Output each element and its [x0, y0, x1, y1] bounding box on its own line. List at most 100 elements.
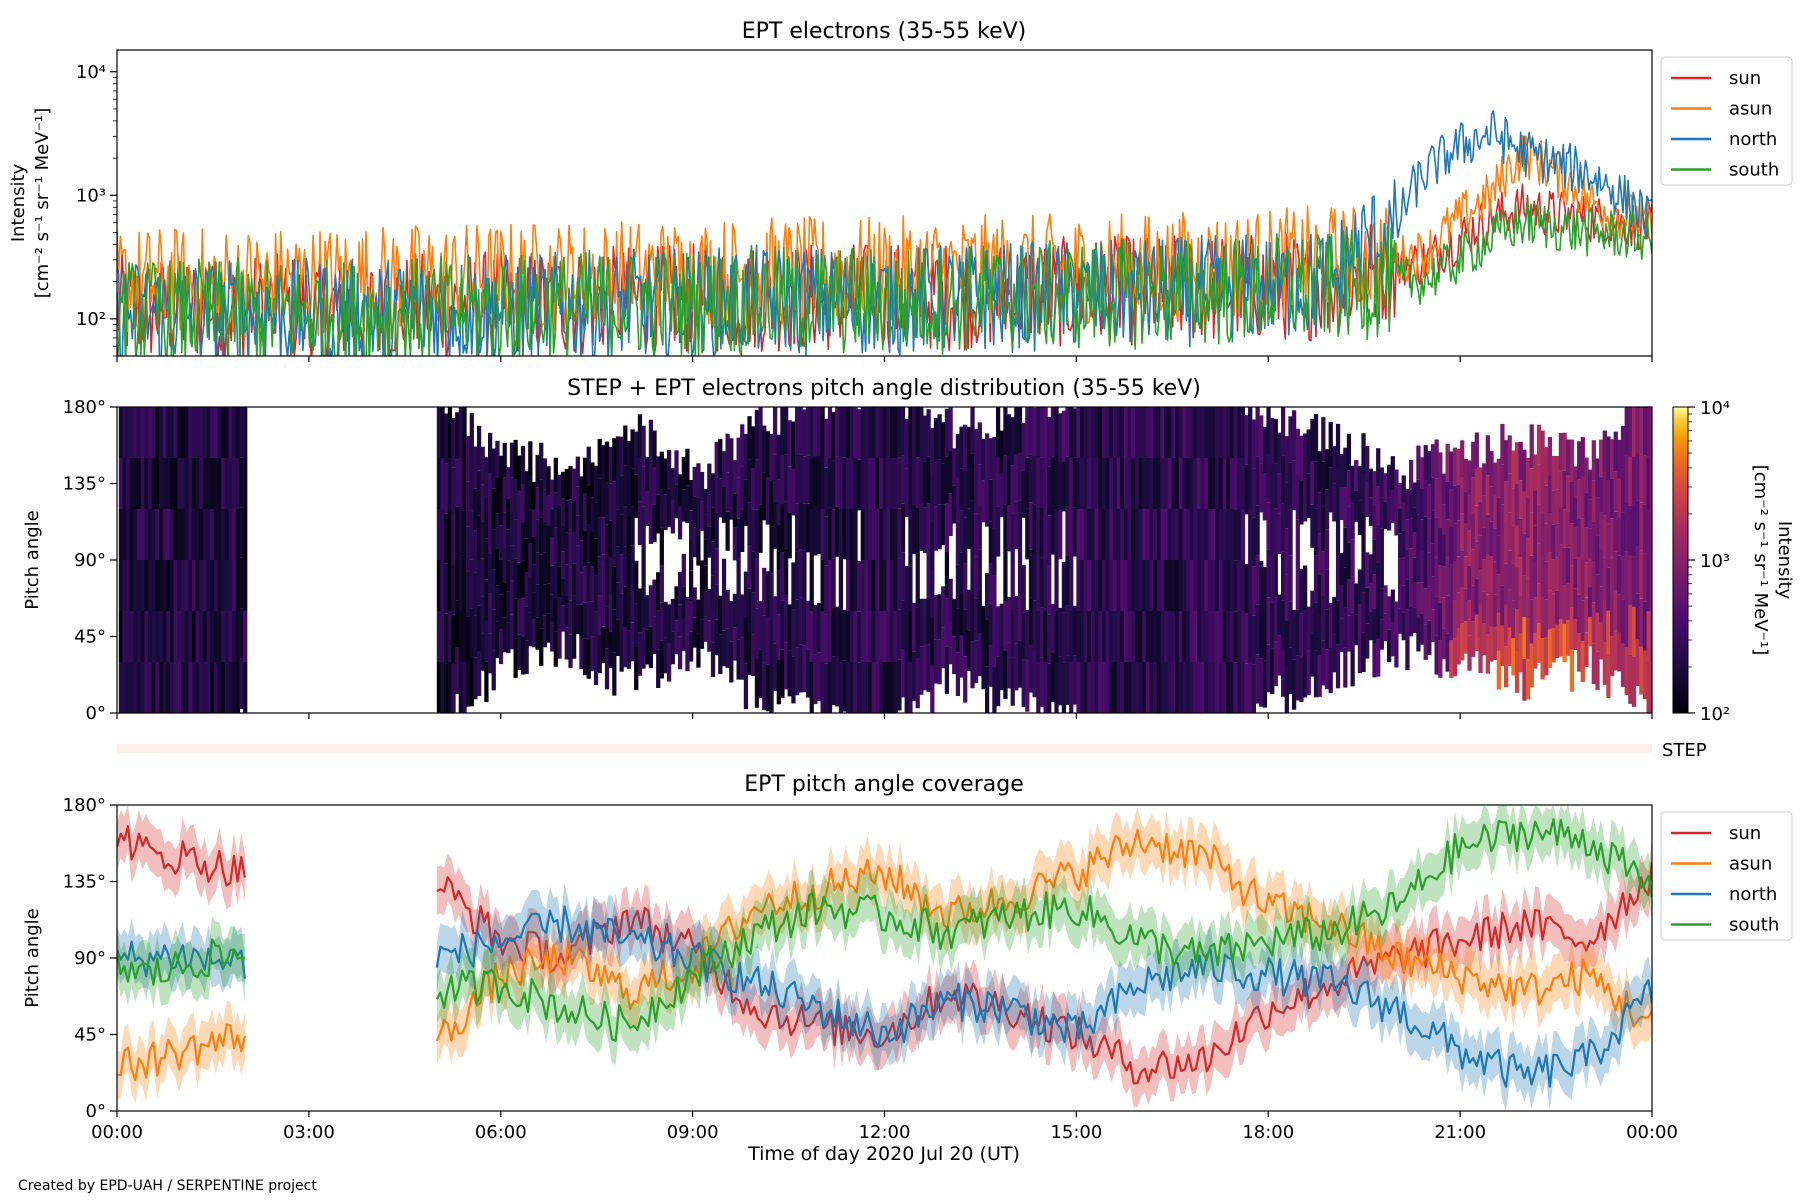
heatmap-cell: [915, 557, 920, 608]
heatmap-cell: [1281, 503, 1286, 552]
heatmap-cell: [703, 488, 708, 515]
heatmap-cell: [1357, 466, 1363, 501]
heatmap-cell: [1021, 659, 1026, 707]
heatmap-cell: [1204, 458, 1209, 509]
heatmap-cell: [217, 662, 222, 713]
heatmap-cell: [747, 588, 752, 632]
heatmap-cell: [586, 446, 591, 486]
y-tick-label: 135°: [63, 872, 106, 893]
heatmap-cell: [784, 642, 789, 690]
panel3-x-ticks: 00:00 03:00 06:00 09:00 12:00 15:00 18:00 21:00…: [91, 1111, 1678, 1143]
heatmap-cell: [941, 422, 946, 464]
heatmap-cell: [762, 567, 767, 616]
heatmap-cell: [820, 407, 825, 458]
heatmap-cell: [601, 626, 606, 664]
heatmap-cell: [1467, 495, 1472, 531]
heatmap-cell: [1207, 611, 1213, 662]
heatmap-cell: [908, 458, 913, 509]
heatmap-cell: [506, 560, 511, 592]
heatmap-cell: [564, 627, 569, 660]
heatmap-cell: [568, 600, 573, 635]
heatmap-cell: [191, 560, 197, 611]
heatmap-cell: [820, 662, 825, 713]
heatmap-cell: [1507, 435, 1512, 474]
heatmap-cell: [853, 407, 858, 458]
heatmap-cell: [1394, 502, 1399, 536]
heatmap-cell: [1014, 407, 1019, 455]
heatmap-cell: [915, 457, 920, 508]
heatmap-cell: [232, 509, 237, 560]
heatmap-cell: [707, 589, 712, 621]
heatmap-cell: [853, 509, 858, 560]
heatmap-cell: [137, 407, 142, 458]
heatmap-cell: [1251, 664, 1257, 713]
heatmap-cell: [1189, 560, 1194, 611]
heatmap-cell: [447, 560, 453, 611]
heatmap-cell: [542, 615, 548, 648]
heatmap-cell: [579, 637, 584, 670]
heatmap-cell: [835, 656, 840, 707]
heatmap-cell: [126, 509, 131, 560]
heatmap-cell: [641, 466, 646, 507]
heatmap-cell: [542, 552, 548, 585]
heatmap-cell: [1145, 662, 1151, 713]
heatmap-cell: [1639, 550, 1644, 599]
heatmap-cell: [754, 658, 760, 708]
heatmap-cell: [948, 450, 953, 494]
heatmap-cell: [1511, 525, 1516, 564]
heatmap-cell: [159, 458, 164, 509]
heatmap-cell: [1412, 482, 1417, 508]
heatmap-cell: [1566, 619, 1571, 656]
heatmap-cell: [451, 565, 456, 615]
heatmap-cell: [1317, 656, 1322, 697]
heatmap-cell: [1478, 467, 1483, 502]
heatmap-cell: [1507, 512, 1512, 551]
heatmap-cell: [170, 662, 175, 713]
heatmap-cell: [243, 662, 248, 713]
heatmap-cell: [502, 617, 507, 653]
heatmap-cell: [1003, 504, 1008, 554]
heatmap-cell: [1577, 518, 1582, 557]
heatmap-cell: [1266, 597, 1271, 645]
heatmap-cell: [1343, 647, 1348, 688]
heatmap-cell: [1087, 560, 1092, 611]
heatmap-cell: [498, 525, 504, 560]
heatmap-cell: [1083, 509, 1088, 560]
heatmap-cell: [579, 572, 584, 605]
heatmap-cell: [904, 468, 909, 518]
heatmap-cell: [122, 458, 127, 509]
heatmap-cell: [1434, 635, 1439, 675]
heatmap-cell: [447, 662, 453, 713]
heatmap-cell: [966, 467, 971, 509]
heatmap-cell: [1544, 637, 1549, 676]
heatmap-cell: [524, 471, 529, 505]
heatmap-cell: [1504, 440, 1509, 482]
heatmap-cell: [129, 407, 135, 458]
heatmap-cell: [652, 579, 657, 617]
heatmap-cell: [1069, 458, 1074, 509]
heatmap-cell: [1460, 587, 1465, 624]
heatmap-cell: [1452, 447, 1458, 486]
heatmap-cell: [217, 560, 222, 611]
series-line-asun: [117, 1023, 246, 1082]
heatmap-cell: [1493, 462, 1498, 496]
heatmap-cell: [1303, 565, 1308, 610]
heatmap-cell: [1588, 558, 1593, 588]
heatmap-cell: [1606, 480, 1611, 524]
heatmap-cell: [1109, 560, 1114, 611]
heatmap-cell: [239, 558, 244, 609]
heatmap-cell: [213, 407, 219, 458]
heatmap-cell: [1573, 466, 1578, 498]
heatmap-cell: [1120, 407, 1125, 458]
heatmap-cell: [696, 599, 701, 634]
heatmap-cell: [886, 662, 891, 713]
heatmap-cell: [999, 603, 1004, 647]
heatmap-cell: [1112, 407, 1118, 458]
heatmap-cell: [1577, 479, 1582, 519]
heatmap-cell: [440, 458, 445, 509]
heatmap-cell: [1061, 612, 1067, 663]
heatmap-cell: [634, 431, 639, 475]
heatmap-cell: [930, 665, 935, 713]
heatmap-cell: [1639, 407, 1644, 455]
